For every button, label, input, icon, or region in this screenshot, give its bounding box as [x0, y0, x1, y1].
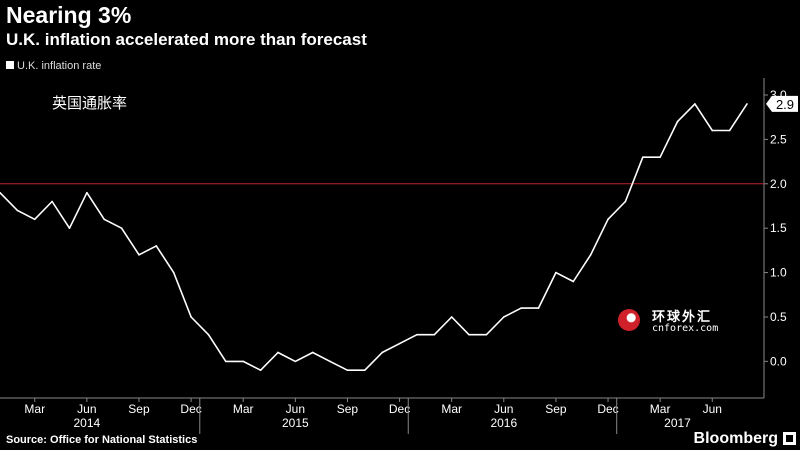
data-point: [172, 271, 175, 274]
data-point: [728, 129, 731, 132]
x-tick-label: Jun: [703, 402, 722, 416]
data-point: [16, 209, 19, 212]
data-point: [555, 271, 557, 274]
data-point: [676, 120, 679, 123]
watermark: 环球外汇 cnforex.com: [618, 305, 728, 341]
source-note: Source: Office for National Statistics: [6, 434, 198, 446]
watermark-logo-icon: [618, 309, 640, 331]
watermark-name: 环球外汇: [652, 310, 713, 325]
x-tick-label: Jun: [494, 402, 513, 416]
legend-label: U.K. inflation rate: [17, 60, 102, 72]
data-point: [155, 245, 158, 247]
y-tick-label: 0.0: [770, 354, 787, 368]
brand-logo: Bloomberg: [693, 430, 778, 447]
x-tick-label: Jun: [77, 402, 96, 416]
chart-annotation: 英国通胀率: [52, 94, 128, 112]
data-point: [416, 333, 418, 336]
last-value-flag: [766, 95, 798, 112]
data-point: [259, 369, 262, 372]
data-point: [86, 191, 88, 194]
data-point: [364, 369, 366, 372]
series-line-uk-inflation: [0, 103, 748, 371]
x-tick-label: Jun: [286, 402, 305, 416]
data-point: [242, 360, 245, 363]
data-point: [641, 156, 644, 158]
data-point: [398, 342, 401, 345]
chart-subtitle: U.K. inflation accelerated more than for…: [6, 30, 367, 49]
data-point: [0, 191, 1, 194]
chart-marks: 2.9: [0, 95, 798, 372]
data-point: [207, 333, 210, 336]
data-point: [468, 333, 470, 336]
x-tick-label: Dec: [389, 402, 410, 416]
x-tick-label: Mar: [233, 402, 254, 416]
data-point: [589, 254, 592, 256]
x-tick-label: Mar: [24, 402, 45, 416]
data-point: [746, 103, 748, 105]
data-point: [277, 351, 279, 354]
x-tick-label: Sep: [128, 402, 150, 416]
year-label: 2014: [74, 416, 101, 430]
y-tick-label: 2.0: [770, 177, 787, 191]
last-value-label: 2.9: [766, 95, 798, 112]
data-point: [329, 360, 331, 363]
data-point: [138, 254, 140, 256]
year-label: 2016: [490, 416, 517, 430]
data-point: [311, 351, 314, 354]
data-point: [433, 333, 436, 336]
legend-swatch: [6, 61, 14, 69]
data-point: [381, 351, 383, 354]
data-point: [711, 129, 714, 132]
bloomberg-icon: [783, 432, 796, 445]
x-tick-label: Mar: [650, 402, 671, 416]
year-label: 2017: [664, 416, 691, 430]
x-tick-label: Sep: [337, 402, 359, 416]
watermark-domain: cnforex.com: [652, 323, 719, 334]
last-value-text: 2.9: [776, 97, 794, 112]
data-point: [572, 280, 575, 283]
data-point: [537, 307, 540, 309]
x-tick-label: Dec: [597, 402, 618, 416]
year-label: 2015: [282, 416, 309, 430]
data-point: [450, 316, 453, 318]
data-point: [485, 333, 488, 336]
data-point: [51, 200, 53, 203]
y-tick-label: 1.5: [770, 221, 787, 235]
legend: U.K. inflation rate: [6, 60, 101, 72]
data-point: [659, 156, 661, 158]
x-tick-label: Sep: [545, 402, 567, 416]
y-tick-label: 2.5: [770, 132, 787, 146]
data-point: [624, 200, 627, 203]
data-point: [33, 218, 36, 221]
data-point: [68, 227, 71, 229]
data-point: [502, 316, 505, 318]
data-point: [607, 218, 609, 221]
y-tick-label: 1.0: [770, 266, 787, 280]
data-point: [294, 360, 297, 363]
y-tick-label: 0.5: [770, 310, 787, 324]
x-tick-label: Mar: [441, 402, 462, 416]
data-point: [103, 218, 106, 221]
data-point: [190, 316, 192, 318]
data-point: [120, 227, 123, 229]
data-point: [346, 369, 349, 372]
chart-title: Nearing 3%: [6, 2, 132, 28]
data-point: [694, 103, 696, 105]
data-point: [225, 360, 227, 363]
x-tick-label: Dec: [180, 402, 201, 416]
data-point: [520, 307, 522, 309]
